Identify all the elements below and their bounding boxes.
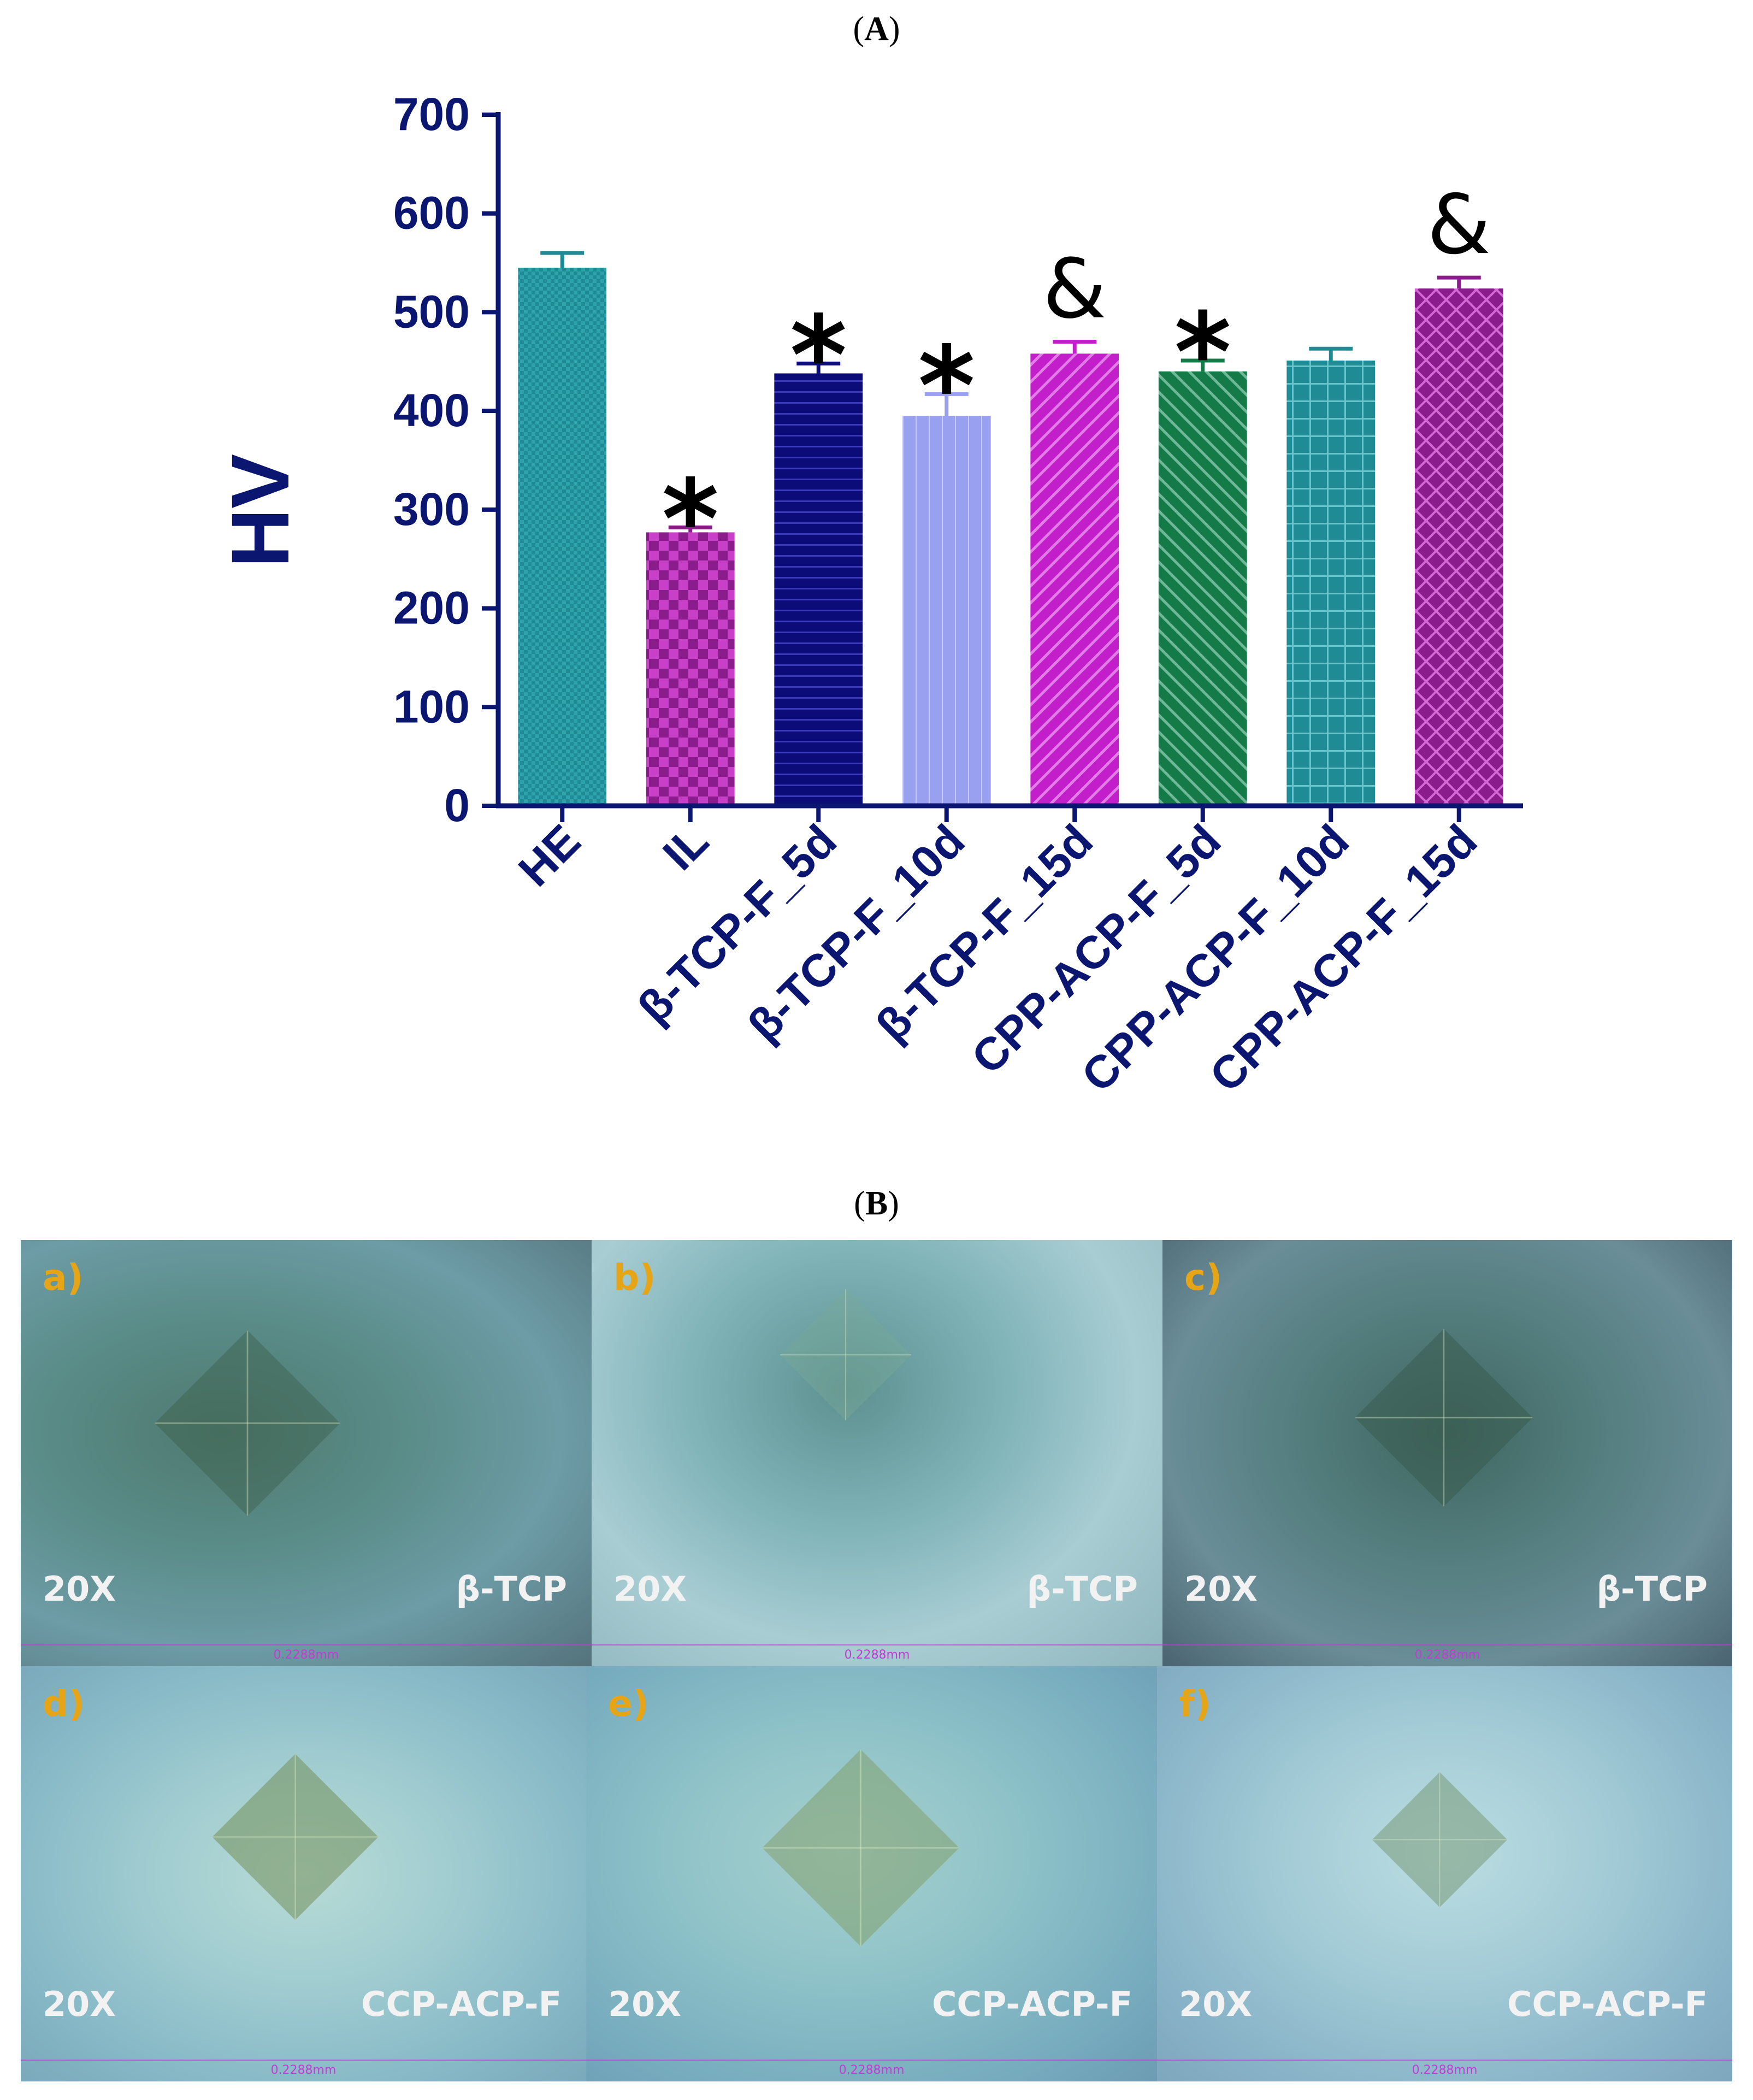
panel-a-letter: A xyxy=(864,10,889,48)
bar-1 xyxy=(646,532,735,806)
scale-bar xyxy=(21,1644,592,1645)
indentation-mark xyxy=(1372,1772,1508,1908)
micrograph-a: a) 20X β-TCP 0.2288mm xyxy=(21,1240,592,1666)
scale-label: 0.2288mm xyxy=(844,1648,910,1662)
y-tick-label: 100 xyxy=(393,681,470,732)
bar-2 xyxy=(774,373,863,806)
bar-4 xyxy=(1030,353,1119,806)
x-tick-label: IL xyxy=(653,815,718,880)
micrograph-e: e) 20X CCP-ACP-F 0.2288mm xyxy=(586,1666,1157,2081)
scale-bar xyxy=(1162,1644,1732,1645)
scale-bar xyxy=(586,2060,1157,2061)
micrograph-b: b) 20X β-TCP 0.2288mm xyxy=(592,1240,1162,1666)
panel-tag: e) xyxy=(608,1683,649,1725)
panel-tag: c) xyxy=(1184,1257,1223,1299)
scale-label: 0.2288mm xyxy=(1414,1648,1480,1662)
panel-tag: b) xyxy=(613,1257,656,1299)
y-tick-label: 200 xyxy=(393,582,470,634)
magnification-label: 20X xyxy=(43,1569,116,1609)
significance-marker: * xyxy=(1174,290,1231,417)
magnification-label: 20X xyxy=(613,1569,687,1609)
scale-label: 0.2288mm xyxy=(273,1648,339,1662)
material-label: β-TCP xyxy=(1596,1569,1708,1609)
material-label: CCP-ACP-F xyxy=(931,1984,1132,2024)
significance-marker: & xyxy=(1043,242,1107,337)
panel-b-label: (B) xyxy=(854,1185,899,1222)
micrograph-d: d) 20X CCP-ACP-F 0.2288mm xyxy=(21,1666,586,2081)
panel-tag: f) xyxy=(1179,1683,1211,1725)
y-tick-label: 700 xyxy=(393,89,470,140)
significance-marker: * xyxy=(918,323,975,450)
magnification-label: 20X xyxy=(43,1984,116,2024)
scale-bar xyxy=(592,1644,1162,1645)
significance-marker: * xyxy=(790,292,847,420)
magnification-label: 20X xyxy=(1184,1569,1258,1609)
indentation-mark xyxy=(155,1330,340,1516)
scale-bar xyxy=(1157,2060,1732,2061)
material-label: β-TCP xyxy=(1026,1569,1138,1609)
y-tick-label: 300 xyxy=(393,483,470,535)
magnification-label: 20X xyxy=(608,1984,682,2024)
scale-label: 0.2288mm xyxy=(1412,2063,1478,2077)
magnification-label: 20X xyxy=(1179,1984,1253,2024)
indentation-mark xyxy=(780,1289,912,1421)
panel-tag: a) xyxy=(43,1257,84,1299)
y-tick-label: 600 xyxy=(393,187,470,239)
x-tick-label: HE xyxy=(509,815,590,896)
material-label: CCP-ACP-F xyxy=(1507,1984,1708,2024)
indentation-mark xyxy=(762,1749,959,1946)
scale-label: 0.2288mm xyxy=(839,2063,905,2077)
significance-marker: * xyxy=(662,456,719,583)
y-tick-label: 500 xyxy=(393,286,470,337)
bar-5 xyxy=(1158,371,1247,806)
scale-bar xyxy=(21,2060,586,2061)
panel-b-letter: B xyxy=(865,1185,888,1222)
bar-6 xyxy=(1286,360,1376,806)
indentation-mark xyxy=(212,1754,379,1920)
bar-7 xyxy=(1414,288,1503,806)
significance-marker: & xyxy=(1427,178,1491,273)
bar-0 xyxy=(518,268,607,806)
y-axis-title: HV xyxy=(214,454,306,568)
panel-a-label: (A) xyxy=(853,10,900,48)
material-label: β-TCP xyxy=(456,1569,567,1609)
panel-tag: d) xyxy=(43,1683,85,1725)
micrograph-f: f) 20X CCP-ACP-F 0.2288mm xyxy=(1157,1666,1732,2081)
y-tick-label: 400 xyxy=(393,385,470,436)
indentation-mark xyxy=(1355,1329,1533,1507)
y-tick-label: 0 xyxy=(444,780,470,831)
x-tick-label: β-TCP-F_10d xyxy=(738,815,975,1051)
x-tick-label: β-TCP-F_15d xyxy=(866,815,1102,1051)
material-label: CCP-ACP-F xyxy=(361,1984,562,2024)
scale-label: 0.2288mm xyxy=(270,2063,337,2077)
micrograph-c: c) 20X β-TCP 0.2288mm xyxy=(1162,1240,1732,1666)
bar-3 xyxy=(902,416,991,806)
